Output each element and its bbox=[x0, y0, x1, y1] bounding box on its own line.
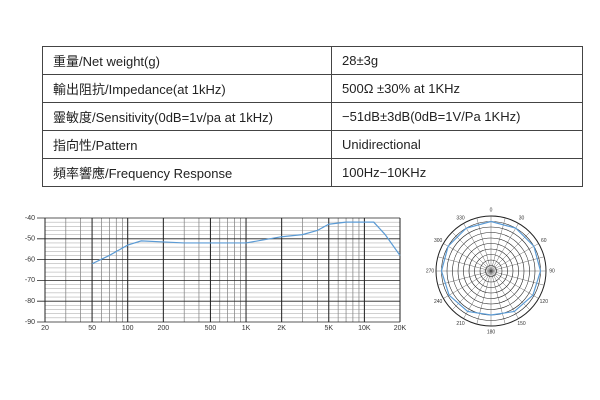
table-row: 輸出阻抗/Impedance(at 1kHz) 500Ω ±30% at 1KHz bbox=[42, 74, 583, 103]
angle-label: 300 bbox=[434, 238, 443, 244]
polar-spoke bbox=[490, 270, 519, 319]
x-tick-label: 200 bbox=[157, 325, 169, 332]
polar-spoke bbox=[490, 270, 545, 286]
polar-spoke bbox=[437, 270, 492, 286]
x-tick-label: 1K bbox=[242, 325, 251, 332]
table-row: 重量/Net weight(g) 28±3g bbox=[42, 46, 583, 75]
x-tick-label: 50 bbox=[88, 325, 96, 332]
angle-label: 210 bbox=[456, 321, 465, 327]
angle-label: 330 bbox=[456, 216, 465, 222]
x-tick-label: 5K bbox=[324, 325, 333, 332]
x-tick-label: 20K bbox=[394, 325, 407, 332]
polar-spoke bbox=[490, 223, 519, 272]
angle-label: 120 bbox=[540, 299, 549, 305]
angle-label: 240 bbox=[434, 299, 443, 305]
angle-label: 60 bbox=[541, 238, 547, 244]
table-cell: 指向性/Pattern bbox=[42, 130, 332, 159]
angle-label: 150 bbox=[517, 321, 526, 327]
table-cell: 500Ω ±30% at 1KHz bbox=[331, 74, 583, 103]
response-line bbox=[91, 221, 401, 265]
y-tick-label: -70 bbox=[25, 277, 35, 284]
polar-spoke bbox=[490, 270, 539, 299]
polar-spoke bbox=[490, 256, 545, 272]
table-cell: 重量/Net weight(g) bbox=[42, 46, 332, 75]
polar-spoke bbox=[490, 243, 539, 272]
table-cell: 28±3g bbox=[331, 46, 583, 75]
polar-spoke bbox=[443, 270, 492, 299]
x-tick-label: 2K bbox=[277, 325, 286, 332]
x-tick-label: 500 bbox=[205, 325, 217, 332]
polar-spoke bbox=[463, 223, 492, 272]
table-cell: 100Hz−10KHz bbox=[331, 158, 583, 187]
x-tick-label: 100 bbox=[122, 325, 134, 332]
polar-spoke bbox=[490, 231, 531, 272]
x-tick-label: 10K bbox=[358, 325, 371, 332]
table-row: 指向性/Pattern Unidirectional bbox=[42, 130, 583, 159]
y-tick-label: -60 bbox=[25, 256, 35, 263]
y-tick-label: -80 bbox=[25, 298, 35, 305]
angle-label: 180 bbox=[487, 329, 496, 335]
y-tick-label: -90 bbox=[25, 319, 35, 326]
polar-spoke bbox=[437, 256, 492, 272]
table-row: 頻率響應/Frequency Response 100Hz−10KHz bbox=[42, 158, 583, 187]
polar-spoke bbox=[463, 270, 492, 319]
polar-spoke bbox=[476, 270, 492, 325]
angle-label: 90 bbox=[549, 268, 555, 274]
angle-label: 270 bbox=[426, 268, 435, 274]
table-row: 靈敏度/Sensitivity(0dB=1v/pa at 1kHz) −51dB±… bbox=[42, 102, 583, 131]
polar-pattern bbox=[440, 220, 542, 316]
table-cell: Unidirectional bbox=[331, 130, 583, 159]
y-tick-label: -50 bbox=[25, 236, 35, 243]
spec-table: 重量/Net weight(g) 28±3g 輸出阻抗/Impedance(at 1… bbox=[42, 46, 583, 187]
polar-spoke bbox=[443, 243, 492, 272]
polar-spoke bbox=[490, 217, 506, 272]
y-tick-label: -40 bbox=[25, 215, 35, 222]
table-cell: −51dB±3dB(0dB=1V/Pa 1KHz) bbox=[331, 102, 583, 131]
angle-label: 30 bbox=[519, 216, 525, 222]
table-cell: 頻率響應/Frequency Response bbox=[42, 158, 332, 187]
polar-spoke bbox=[490, 270, 506, 325]
table-cell: 靈敏度/Sensitivity(0dB=1v/pa at 1kHz) bbox=[42, 102, 332, 131]
angle-label: 0 bbox=[490, 207, 493, 213]
polar-spoke bbox=[476, 217, 492, 272]
polar-spoke bbox=[451, 231, 492, 272]
x-tick-label: 20 bbox=[41, 325, 49, 332]
